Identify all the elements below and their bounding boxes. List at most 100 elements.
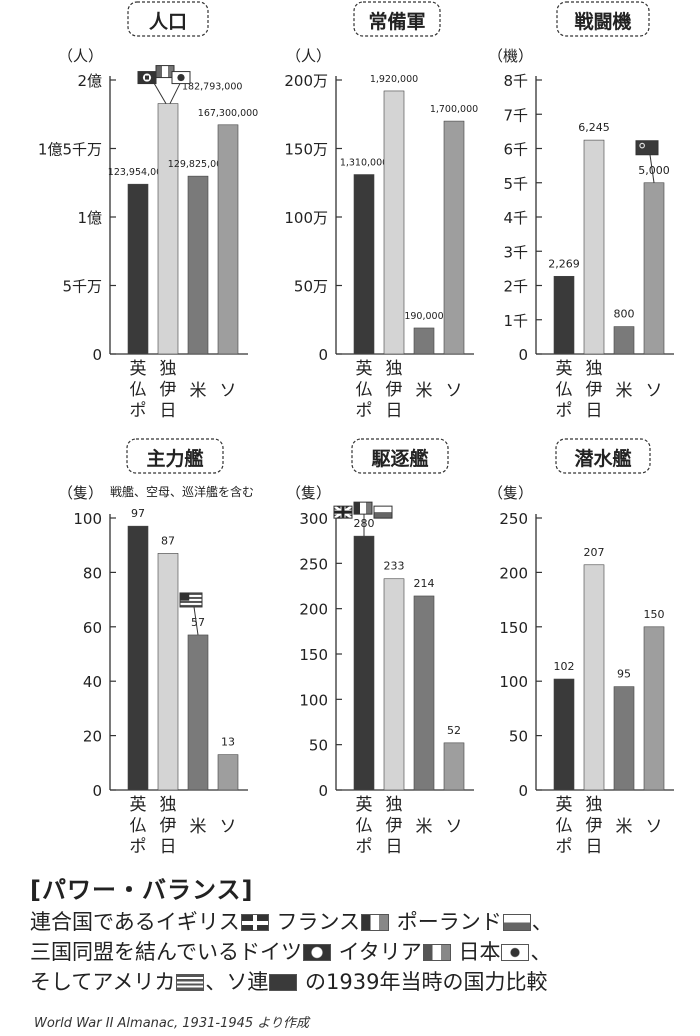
category-label: ソ [446, 381, 463, 401]
y-tick-label: 0 [318, 782, 328, 800]
usa-flag [179, 592, 203, 636]
caption-line-2: 三国同盟を結んでいるドイツ イタリア 日本 、 [30, 937, 690, 967]
y-tick-label: 200万 [284, 72, 328, 90]
bar-value-label: 214 [414, 577, 435, 590]
flag-border [179, 592, 203, 608]
y-tick-label: 0 [518, 782, 528, 800]
y-tick-label: 50 [509, 728, 528, 746]
category-label: ソ [220, 817, 237, 837]
bar-value-label: 95 [617, 668, 631, 681]
category-label: 独伊日 [586, 359, 603, 421]
bar [127, 525, 149, 791]
category-label: 英仏ポ [130, 795, 147, 857]
y-tick-label: 0 [92, 346, 102, 364]
flag-border [171, 71, 191, 85]
category-label: ソ [446, 817, 463, 837]
bar [157, 103, 179, 355]
caption-text: イタリア [331, 940, 422, 964]
y-unit-label: （隻） [488, 484, 533, 502]
y-tick-label: 0 [518, 346, 528, 364]
y-tick-label: 2億 [77, 72, 102, 90]
usa-flag-icon [176, 974, 205, 991]
category-label: 独伊日 [386, 795, 403, 857]
ussr-flag-emblem [639, 142, 645, 149]
bar [187, 175, 209, 355]
chart-title-box [353, 1, 441, 37]
flag-pole [193, 606, 199, 636]
france-flag-icon [361, 914, 390, 931]
category-label: 独伊日 [386, 359, 403, 421]
bar-value-label: 182,793,000 [182, 82, 242, 93]
bar [583, 564, 605, 791]
chart-panel: 潜水艦 （隻） 0 50 100 150 200 250 102 英仏ポ 207 独伊日 95 米 150 ソ [488, 438, 674, 857]
charts-area: 人口 （人） 0 5千万 1億 1億5千万 2億 123,954,000 英仏ポ 182,793,… [38, 1, 674, 857]
y-tick-label: 60 [83, 619, 102, 637]
caption-line-3: そしてアメリカ 、ソ連 の1939年当時の国力比較 [30, 967, 690, 997]
bar-value-label: 1,700,000 [430, 104, 478, 115]
bar [383, 90, 405, 355]
poland-flag-band [374, 506, 392, 513]
bar-value-label: 102 [554, 660, 575, 673]
bar-value-label: 190,000 [404, 311, 443, 322]
y-tick-label: 1億5千万 [38, 141, 102, 159]
bar-value-label: 52 [447, 724, 461, 737]
category-label: 英仏ポ [130, 359, 147, 421]
japan-flag-disc [177, 73, 185, 82]
category-label: 米 [616, 381, 633, 401]
bar-value-label: 97 [131, 507, 145, 520]
y-tick-label: 250 [299, 555, 328, 573]
bar-value-label: 233 [384, 560, 405, 573]
bar [217, 754, 239, 791]
y-unit-label: （隻） [58, 484, 103, 502]
caption-text: フランス [269, 910, 361, 934]
france-flag-band [366, 502, 372, 515]
caption-text: 、 [530, 940, 552, 964]
y-tick-label: 100万 [284, 209, 328, 227]
bar [583, 139, 605, 355]
caption-text: 連合国であるイギリス [30, 910, 240, 934]
usa-flag-stripe [180, 592, 202, 595]
flag-border [353, 501, 373, 515]
y-tick-label: 80 [83, 564, 102, 582]
chart-title-box [351, 438, 449, 474]
bar-value-label: 167,300,000 [198, 108, 258, 119]
caption-text: 、ソ連 [205, 970, 269, 994]
y-tick-label: 250 [499, 510, 528, 528]
italy-flag-band [168, 65, 174, 78]
ussr-flag-icon [269, 974, 298, 991]
germany-flag-emblem [145, 75, 149, 80]
caption-text: 、 [531, 910, 553, 934]
chart-title: 潜水艦 [574, 447, 631, 470]
chart-panel: 人口 （人） 0 5千万 1億 1億5千万 2億 123,954,000 英仏ポ 182,793,… [38, 1, 258, 421]
usa-flag-stripe [180, 604, 202, 607]
category-label: 独伊日 [160, 795, 177, 857]
bar [217, 124, 239, 355]
category-label: 独伊日 [160, 359, 177, 421]
y-tick-label: 1億 [77, 209, 102, 227]
category-label: ソ [646, 817, 663, 837]
bar [127, 183, 149, 355]
bar-value-label: 129,825,000 [168, 159, 228, 170]
y-unit-label: （機） [488, 47, 533, 65]
y-tick-label: 200 [299, 601, 328, 619]
y-unit-label: （人） [286, 47, 331, 65]
poland-flag-icon [502, 914, 531, 931]
france-flag-band [354, 502, 360, 515]
y-tick-label: 7千 [503, 106, 528, 124]
japan-flag-icon [501, 944, 530, 961]
chart-title-box [555, 438, 651, 474]
bar [353, 535, 375, 791]
chart-note: 戦艦、空母、巡洋艦を含む [110, 484, 254, 499]
y-tick-label: 0 [92, 782, 102, 800]
y-tick-label: 300 [299, 510, 328, 528]
chart-title: 主力艦 [146, 447, 203, 470]
bar [443, 742, 465, 791]
uk-france-poland-flags [333, 501, 393, 537]
bar [643, 626, 665, 791]
chart-panel: 常備軍 （人） 0 50万 100万 150万 200万 1,310,000 英仏ポ 1,920,… [284, 1, 478, 421]
bar-value-label: 13 [221, 736, 235, 749]
category-label: 英仏ポ [356, 795, 373, 857]
bar [553, 275, 575, 355]
category-label: 独伊日 [586, 795, 603, 857]
